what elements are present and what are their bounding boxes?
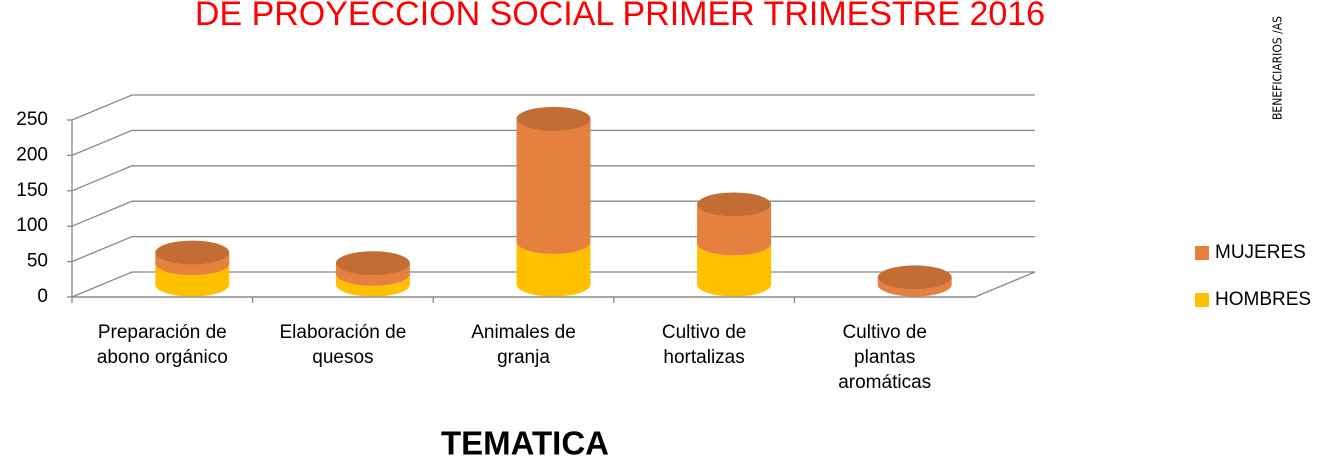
x-tick-label: Animales de granja — [471, 322, 576, 368]
bar — [155, 263, 230, 297]
bar-top — [155, 240, 230, 265]
bar-top — [877, 265, 952, 290]
bar — [516, 118, 591, 255]
bar-top — [335, 251, 410, 276]
y-tick-label: 200 — [16, 144, 48, 165]
x-tick-label: Preparación de abono orgánico — [96, 322, 228, 368]
legend-swatch — [1195, 246, 1209, 260]
grid-line — [71, 165, 1035, 192]
y-tick-label: 0 — [37, 286, 48, 307]
y-tick-label: 250 — [16, 109, 48, 130]
y-tick-label: 100 — [16, 215, 48, 236]
legend-label: MUJERES — [1215, 242, 1306, 263]
x-axis-label: TEMATICA — [441, 425, 609, 462]
bar — [697, 243, 772, 297]
x-tick-label: Cultivo de hortalizas — [661, 322, 747, 368]
bar — [335, 263, 410, 286]
y-axis-label: BENEFICIARIOS /AS — [1271, 16, 1285, 120]
x-tick-label: Elaboración de quesos — [279, 322, 407, 368]
bar-top — [516, 106, 591, 131]
bar — [877, 277, 952, 297]
bar-top — [697, 192, 772, 217]
legend-swatch — [1195, 293, 1209, 307]
bar — [516, 242, 591, 297]
legend-label: HOMBRES — [1215, 289, 1311, 310]
chart-title: DE PROYECCION SOCIAL PRIMER TRIMESTRE 20… — [195, 0, 1045, 33]
y-tick-label: 50 — [27, 251, 48, 272]
grid-line — [71, 129, 1035, 156]
bar — [155, 252, 230, 276]
x-tick-label: Cultivo de plantas aromáticas — [838, 322, 932, 393]
bar — [335, 273, 410, 297]
grid-line — [71, 94, 1035, 121]
bar — [697, 204, 772, 256]
y-tick-label: 150 — [16, 180, 48, 201]
